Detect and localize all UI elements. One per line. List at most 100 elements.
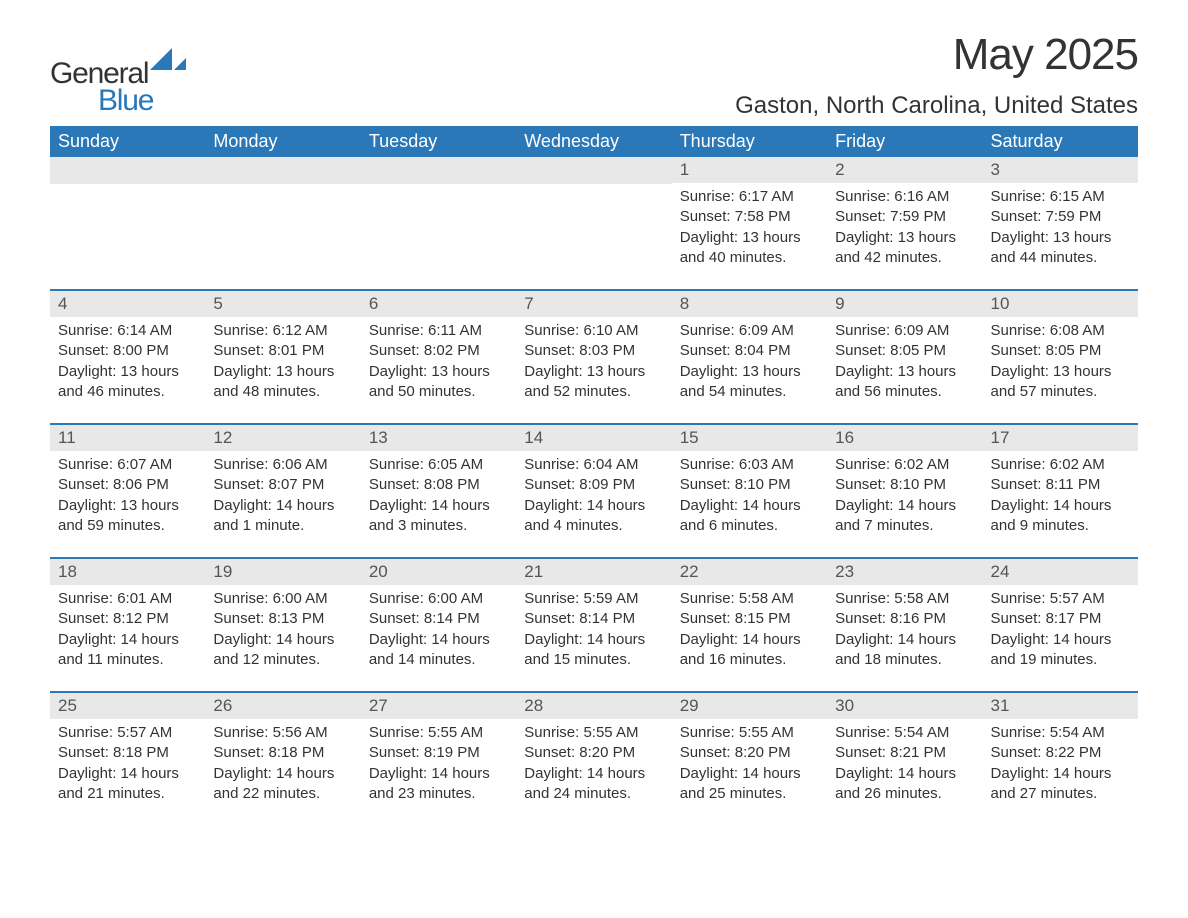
- week-row: 18Sunrise: 6:01 AMSunset: 8:12 PMDayligh…: [50, 557, 1138, 691]
- sunrise-text: Sunrise: 6:10 AM: [524, 321, 663, 341]
- daylight-text: Daylight: 14 hours and 7 minutes.: [835, 496, 974, 537]
- day-cell: 3Sunrise: 6:15 AMSunset: 7:59 PMDaylight…: [983, 157, 1138, 289]
- day-details: Sunrise: 6:00 AMSunset: 8:14 PMDaylight:…: [361, 585, 516, 670]
- day-number: 13: [361, 425, 516, 451]
- day-cell: 18Sunrise: 6:01 AMSunset: 8:12 PMDayligh…: [50, 559, 205, 691]
- day-cell: 20Sunrise: 6:00 AMSunset: 8:14 PMDayligh…: [361, 559, 516, 691]
- day-cell: 26Sunrise: 5:56 AMSunset: 8:18 PMDayligh…: [205, 693, 360, 825]
- daylight-text: Daylight: 14 hours and 26 minutes.: [835, 764, 974, 805]
- location-text: Gaston, North Carolina, United States: [735, 92, 1138, 120]
- weekday-header: Friday: [827, 126, 982, 157]
- daylight-text: Daylight: 13 hours and 52 minutes.: [524, 362, 663, 403]
- sunrise-text: Sunrise: 6:01 AM: [58, 589, 197, 609]
- sunrise-text: Sunrise: 6:04 AM: [524, 455, 663, 475]
- daylight-text: Daylight: 13 hours and 50 minutes.: [369, 362, 508, 403]
- day-details: Sunrise: 6:03 AMSunset: 8:10 PMDaylight:…: [672, 451, 827, 536]
- day-cell: 9Sunrise: 6:09 AMSunset: 8:05 PMDaylight…: [827, 291, 982, 423]
- sunset-text: Sunset: 8:03 PM: [524, 341, 663, 361]
- day-details: Sunrise: 6:16 AMSunset: 7:59 PMDaylight:…: [827, 183, 982, 268]
- day-number-empty: [361, 157, 516, 184]
- daylight-text: Daylight: 14 hours and 23 minutes.: [369, 764, 508, 805]
- sunrise-text: Sunrise: 5:57 AM: [58, 723, 197, 743]
- sunset-text: Sunset: 8:20 PM: [680, 743, 819, 763]
- sunset-text: Sunset: 8:08 PM: [369, 475, 508, 495]
- daylight-text: Daylight: 14 hours and 15 minutes.: [524, 630, 663, 671]
- sunset-text: Sunset: 8:14 PM: [369, 609, 508, 629]
- day-number: 1: [672, 157, 827, 183]
- day-details: Sunrise: 6:09 AMSunset: 8:04 PMDaylight:…: [672, 317, 827, 402]
- day-number: 22: [672, 559, 827, 585]
- brand-part2: Blue: [98, 87, 186, 114]
- day-details: Sunrise: 6:15 AMSunset: 7:59 PMDaylight:…: [983, 183, 1138, 268]
- day-details: Sunrise: 5:56 AMSunset: 8:18 PMDaylight:…: [205, 719, 360, 804]
- sunrise-text: Sunrise: 6:17 AM: [680, 187, 819, 207]
- day-cell: 29Sunrise: 5:55 AMSunset: 8:20 PMDayligh…: [672, 693, 827, 825]
- day-details: Sunrise: 6:04 AMSunset: 8:09 PMDaylight:…: [516, 451, 671, 536]
- day-number-empty: [516, 157, 671, 184]
- month-title: May 2025: [735, 30, 1138, 80]
- day-details: Sunrise: 6:09 AMSunset: 8:05 PMDaylight:…: [827, 317, 982, 402]
- brand-logo: General Blue: [50, 48, 186, 114]
- day-details: Sunrise: 6:07 AMSunset: 8:06 PMDaylight:…: [50, 451, 205, 536]
- sunrise-text: Sunrise: 6:00 AM: [213, 589, 352, 609]
- day-number: 24: [983, 559, 1138, 585]
- day-number: 10: [983, 291, 1138, 317]
- sunrise-text: Sunrise: 6:14 AM: [58, 321, 197, 341]
- sunset-text: Sunset: 8:01 PM: [213, 341, 352, 361]
- sunrise-text: Sunrise: 6:16 AM: [835, 187, 974, 207]
- day-number: 4: [50, 291, 205, 317]
- day-details: Sunrise: 6:10 AMSunset: 8:03 PMDaylight:…: [516, 317, 671, 402]
- day-details: Sunrise: 5:54 AMSunset: 8:22 PMDaylight:…: [983, 719, 1138, 804]
- day-number: 16: [827, 425, 982, 451]
- day-cell: 28Sunrise: 5:55 AMSunset: 8:20 PMDayligh…: [516, 693, 671, 825]
- day-number-empty: [50, 157, 205, 184]
- sunrise-text: Sunrise: 6:11 AM: [369, 321, 508, 341]
- weeks-container: 1 Sunrise: 6:17 AMSunset: 7:58 PM Daylight…: [50, 157, 1138, 825]
- day-number: 20: [361, 559, 516, 585]
- day-cell: 17Sunrise: 6:02 AMSunset: 8:11 PMDayligh…: [983, 425, 1138, 557]
- day-details: Sunrise: 5:54 AMSunset: 8:21 PMDaylight:…: [827, 719, 982, 804]
- day-number: 25: [50, 693, 205, 719]
- day-cell: 4Sunrise: 6:14 AMSunset: 8:00 PMDaylight…: [50, 291, 205, 423]
- day-number-empty: [205, 157, 360, 184]
- day-details: Sunrise: 5:57 AMSunset: 8:18 PMDaylight:…: [50, 719, 205, 804]
- day-number: 29: [672, 693, 827, 719]
- day-number: 28: [516, 693, 671, 719]
- weekday-header-row: SundayMondayTuesdayWednesdayThursdayFrid…: [50, 126, 1138, 157]
- daylight-text: Daylight: 14 hours and 3 minutes.: [369, 496, 508, 537]
- day-number: 23: [827, 559, 982, 585]
- day-number: 27: [361, 693, 516, 719]
- day-number: 9: [827, 291, 982, 317]
- daylight-text: Daylight: 13 hours and 48 minutes.: [213, 362, 352, 403]
- day-cell: 22Sunrise: 5:58 AMSunset: 8:15 PMDayligh…: [672, 559, 827, 691]
- day-number: 8: [672, 291, 827, 317]
- daylight-text: Daylight: 14 hours and 14 minutes.: [369, 630, 508, 671]
- sunset-text: Sunset: 8:10 PM: [835, 475, 974, 495]
- sunset-text: Sunset: 8:06 PM: [58, 475, 197, 495]
- sunset-text: Sunset: 8:10 PM: [680, 475, 819, 495]
- day-cell: 8Sunrise: 6:09 AMSunset: 8:04 PMDaylight…: [672, 291, 827, 423]
- day-number: 11: [50, 425, 205, 451]
- daylight-text: Daylight: 13 hours and 42 minutes.: [835, 228, 974, 269]
- day-cell: 30Sunrise: 5:54 AMSunset: 8:21 PMDayligh…: [827, 693, 982, 825]
- week-row: 4 Sunrise: 6:14 AMSunset: 8:00 PM Daylight…: [50, 289, 1138, 423]
- day-number: 2: [827, 157, 982, 183]
- sunset-text: Sunset: 8:02 PM: [369, 341, 508, 361]
- daylight-text: Daylight: 14 hours and 4 minutes.: [524, 496, 663, 537]
- day-details: Sunrise: 5:55 AMSunset: 8:20 PMDaylight:…: [516, 719, 671, 804]
- sunset-text: Sunset: 7:58 PM: [680, 207, 819, 227]
- day-details: Sunrise: 6:02 AMSunset: 8:11 PMDaylight:…: [983, 451, 1138, 536]
- day-cell: 2Sunrise: 6:16 AMSunset: 7:59 PMDaylight…: [827, 157, 982, 289]
- sunset-text: Sunset: 8:00 PM: [58, 341, 197, 361]
- day-cell: 1Sunrise: 6:17 AMSunset: 7:58 PMDaylight…: [672, 157, 827, 289]
- day-cell: 11Sunrise: 6:07 AMSunset: 8:06 PMDayligh…: [50, 425, 205, 557]
- day-number: 21: [516, 559, 671, 585]
- sunset-text: Sunset: 8:11 PM: [991, 475, 1130, 495]
- daylight-text: Daylight: 14 hours and 21 minutes.: [58, 764, 197, 805]
- daylight-text: Daylight: 13 hours and 54 minutes.: [680, 362, 819, 403]
- day-cell: 25Sunrise: 5:57 AMSunset: 8:18 PMDayligh…: [50, 693, 205, 825]
- day-cell: 12Sunrise: 6:06 AMSunset: 8:07 PMDayligh…: [205, 425, 360, 557]
- day-details: Sunrise: 6:02 AMSunset: 8:10 PMDaylight:…: [827, 451, 982, 536]
- daylight-text: Daylight: 14 hours and 19 minutes.: [991, 630, 1130, 671]
- week-row: 1 Sunrise: 6:17 AMSunset: 7:58 PM Daylight…: [50, 157, 1138, 289]
